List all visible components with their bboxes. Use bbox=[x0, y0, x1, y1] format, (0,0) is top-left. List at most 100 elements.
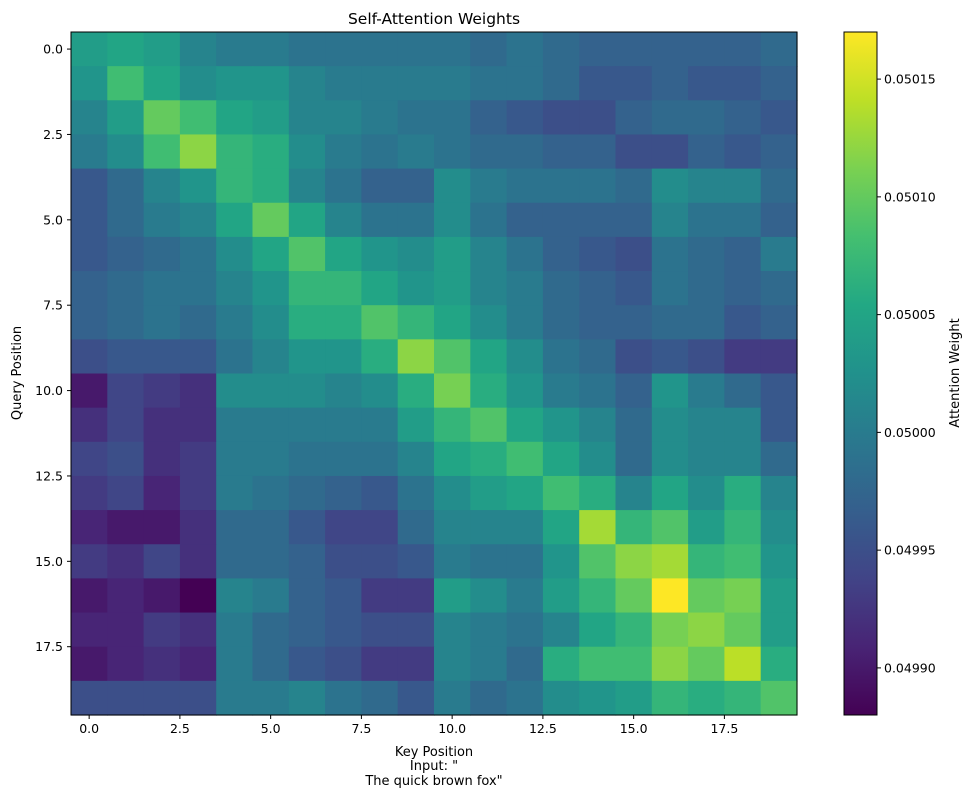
heatmap-cell bbox=[288, 578, 326, 614]
heatmap-cell bbox=[760, 373, 798, 409]
heatmap-cell bbox=[651, 271, 689, 306]
heatmap-cell bbox=[179, 680, 217, 716]
heatmap-cell bbox=[506, 271, 544, 306]
heatmap-cell bbox=[397, 373, 435, 409]
heatmap-cell bbox=[397, 680, 435, 716]
heatmap-cell bbox=[252, 646, 290, 682]
heatmap-cell bbox=[361, 646, 399, 682]
colorbar-title: Attention Weight bbox=[948, 318, 963, 427]
heatmap-cell bbox=[579, 271, 617, 306]
heatmap-cell bbox=[506, 339, 544, 375]
heatmap-cell bbox=[651, 236, 689, 272]
heatmap-cell bbox=[434, 646, 471, 682]
y-tick-label: 12.5 bbox=[35, 468, 63, 483]
heatmap-cell bbox=[542, 680, 580, 716]
heatmap-cell bbox=[71, 339, 108, 375]
heatmap-cell bbox=[506, 32, 544, 67]
heatmap-cell bbox=[107, 475, 145, 511]
heatmap-cell bbox=[506, 168, 544, 204]
heatmap-cell bbox=[361, 271, 399, 306]
heatmap-cell bbox=[615, 100, 653, 136]
heatmap-cell bbox=[470, 544, 508, 579]
heatmap-cell bbox=[724, 612, 762, 648]
heatmap-cell bbox=[470, 339, 508, 375]
colorbar-tick-label: 0.04995 bbox=[884, 543, 936, 558]
heatmap-cell bbox=[143, 578, 181, 614]
heatmap-cell bbox=[542, 100, 580, 136]
heatmap-cell bbox=[288, 441, 326, 477]
x-tick-label: 5.0 bbox=[261, 721, 281, 736]
heatmap-cell bbox=[579, 168, 617, 204]
heatmap-cell bbox=[325, 236, 362, 272]
heatmap-cell bbox=[615, 339, 653, 375]
heatmap-cell bbox=[470, 100, 508, 136]
y-axis-title: Query Position bbox=[10, 326, 25, 420]
heatmap-cell bbox=[434, 680, 471, 716]
heatmap-cell bbox=[688, 339, 725, 375]
heatmap-cell bbox=[107, 510, 145, 545]
y-tick-label: 17.5 bbox=[35, 639, 63, 654]
heatmap-cell bbox=[434, 168, 471, 204]
heatmap-cell bbox=[470, 475, 508, 511]
heatmap-cell bbox=[361, 544, 399, 579]
heatmap-cell bbox=[71, 407, 108, 443]
heatmap-cell bbox=[724, 646, 762, 682]
heatmap-cell bbox=[434, 134, 471, 170]
heatmap-cell bbox=[506, 646, 544, 682]
heatmap-cell bbox=[542, 646, 580, 682]
heatmap-cell bbox=[470, 271, 508, 306]
heatmap-cell bbox=[107, 66, 145, 101]
heatmap-cell bbox=[216, 373, 254, 409]
heatmap-cell bbox=[579, 510, 617, 545]
heatmap-cell bbox=[542, 441, 580, 477]
heatmap-cell bbox=[361, 373, 399, 409]
heatmap-cell bbox=[71, 544, 108, 579]
heatmap-cell bbox=[760, 578, 798, 614]
x-axis-ticks: 0.0 2.5 5.0 7.5 10.0 12.5 15.0 17.5 bbox=[79, 715, 738, 736]
heatmap-cell bbox=[470, 66, 508, 101]
heatmap-cell bbox=[651, 475, 689, 511]
heatmap-cell bbox=[760, 134, 798, 170]
heatmap-cell bbox=[615, 168, 653, 204]
heatmap-cell bbox=[325, 441, 362, 477]
x-tick-label: 17.5 bbox=[710, 721, 738, 736]
heatmap-cell bbox=[579, 236, 617, 272]
heatmap-cell bbox=[71, 66, 108, 101]
heatmap-cell bbox=[361, 578, 399, 614]
heatmap-cell bbox=[470, 236, 508, 272]
colorbar-tick-label: 0.04990 bbox=[884, 660, 936, 675]
heatmap-cell bbox=[579, 475, 617, 511]
heatmap-cell bbox=[252, 475, 290, 511]
heatmap-cell bbox=[434, 66, 471, 101]
heatmap-cell bbox=[579, 441, 617, 477]
heatmap-cell bbox=[179, 612, 217, 648]
heatmap-cell bbox=[325, 168, 362, 204]
heatmap-cell bbox=[252, 407, 290, 443]
heatmap-cell bbox=[252, 305, 290, 340]
heatmap-cell bbox=[688, 202, 725, 238]
heatmap-cell bbox=[506, 441, 544, 477]
colorbar-tick-label: 0.05010 bbox=[884, 189, 936, 204]
heatmap-cell bbox=[288, 202, 326, 238]
heatmap-cell bbox=[688, 544, 725, 579]
heatmap-cell bbox=[579, 680, 617, 716]
heatmap-cell bbox=[325, 475, 362, 511]
heatmap-cell bbox=[688, 646, 725, 682]
heatmap-cell bbox=[252, 271, 290, 306]
heatmap-cell bbox=[506, 407, 544, 443]
heatmap-cell bbox=[288, 339, 326, 375]
heatmap-cell bbox=[361, 134, 399, 170]
heatmap-cell bbox=[252, 32, 290, 67]
heatmap-cell bbox=[216, 134, 254, 170]
heatmap-cell bbox=[325, 66, 362, 101]
heatmap-cell bbox=[143, 236, 181, 272]
y-axis-ticks: 0.0 2.5 5.0 7.5 10.0 12.5 15.0 17.5 bbox=[35, 42, 71, 654]
x-tick-label: 7.5 bbox=[351, 721, 371, 736]
heatmap-cell bbox=[179, 441, 217, 477]
heatmap-cell bbox=[434, 373, 471, 409]
heatmap-cell bbox=[470, 373, 508, 409]
heatmap-cell bbox=[724, 339, 762, 375]
heatmap-cell bbox=[216, 271, 254, 306]
heatmap-cell bbox=[651, 202, 689, 238]
heatmap-cell bbox=[179, 100, 217, 136]
